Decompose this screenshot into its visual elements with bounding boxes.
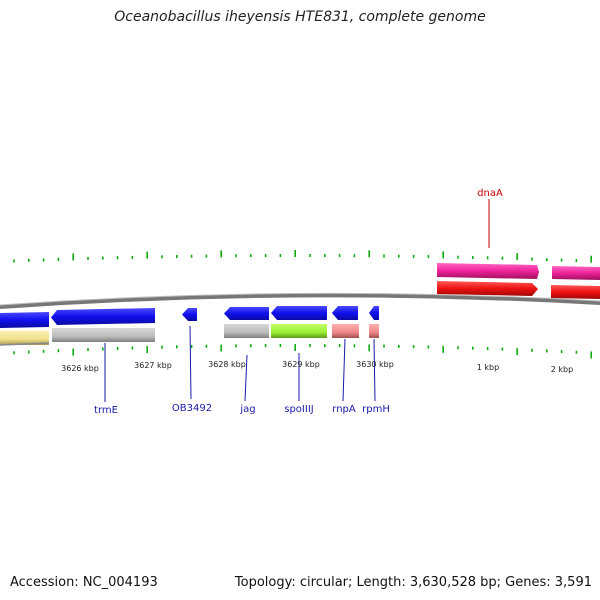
OB3492-leader-line [189, 325, 192, 400]
rnpA-leader-line [342, 338, 346, 402]
genome-backbone [0, 293, 600, 309]
tick-label: 3629 kbp [282, 360, 320, 369]
trmE-label[interactable]: trmE [94, 405, 118, 416]
jag-cds-box[interactable] [224, 324, 269, 338]
dnaA-gene-arrow[interactable] [437, 263, 539, 279]
jag-leader-line [244, 354, 248, 402]
tick-label: 3630 kbp [356, 360, 394, 369]
tick-label: 2 kbp [551, 365, 573, 374]
spoIIIJ-cds-box[interactable] [271, 324, 327, 338]
dnaA-cds-arrow[interactable] [437, 281, 538, 296]
OB3492-gene-arrow[interactable] [182, 308, 197, 321]
tick-label: 3628 kbp [208, 360, 246, 369]
OB3492-label[interactable]: OB3492 [172, 403, 212, 414]
rpmH-leader-line [373, 338, 376, 402]
trmE-gene-arrow[interactable] [51, 308, 155, 325]
tick-label: 1 kbp [477, 363, 499, 372]
tick-label: 3627 kbp [134, 361, 172, 370]
rnpA-gene-arrow[interactable] [332, 306, 358, 320]
dnaA-label[interactable]: dnaA [477, 188, 503, 199]
spoIIIJ-label[interactable]: spoIIIJ [284, 404, 313, 415]
rnpA-cds-box[interactable] [332, 324, 359, 338]
jag-gene-arrow[interactable] [224, 307, 269, 320]
left-cds-box[interactable] [0, 331, 49, 345]
next-cds-arrow[interactable] [551, 285, 600, 299]
gene-callouts: trmE OB3492 jag spoIIIJ rnpA rpmH dnaA [94, 188, 503, 416]
accession-text: Accession: NC_004193 [10, 575, 158, 590]
rpmH-label[interactable]: rpmH [362, 404, 390, 415]
rnpA-label[interactable]: rnpA [332, 404, 356, 415]
jag-label[interactable]: jag [239, 404, 255, 415]
left-gene-arrow[interactable] [0, 312, 49, 328]
spoIIIJ-gene-arrow[interactable] [271, 306, 327, 320]
lower-tick-marks [13, 344, 593, 359]
rpmH-gene-arrow[interactable] [369, 306, 379, 320]
genome-summary-text: Topology: circular; Length: 3,630,528 bp… [234, 575, 592, 590]
next-gene-arrow[interactable] [552, 266, 600, 280]
coordinate-labels: 3626 kbp 3627 kbp 3628 kbp 3629 kbp 3630… [61, 360, 573, 374]
tick-label: 3626 kbp [61, 364, 99, 373]
trmE-cds-box[interactable] [52, 328, 155, 342]
upper-tick-marks [13, 250, 593, 263]
rpmH-cds-box[interactable] [369, 324, 379, 338]
map-title: Oceanobacillus iheyensis HTE831, complet… [114, 9, 486, 25]
